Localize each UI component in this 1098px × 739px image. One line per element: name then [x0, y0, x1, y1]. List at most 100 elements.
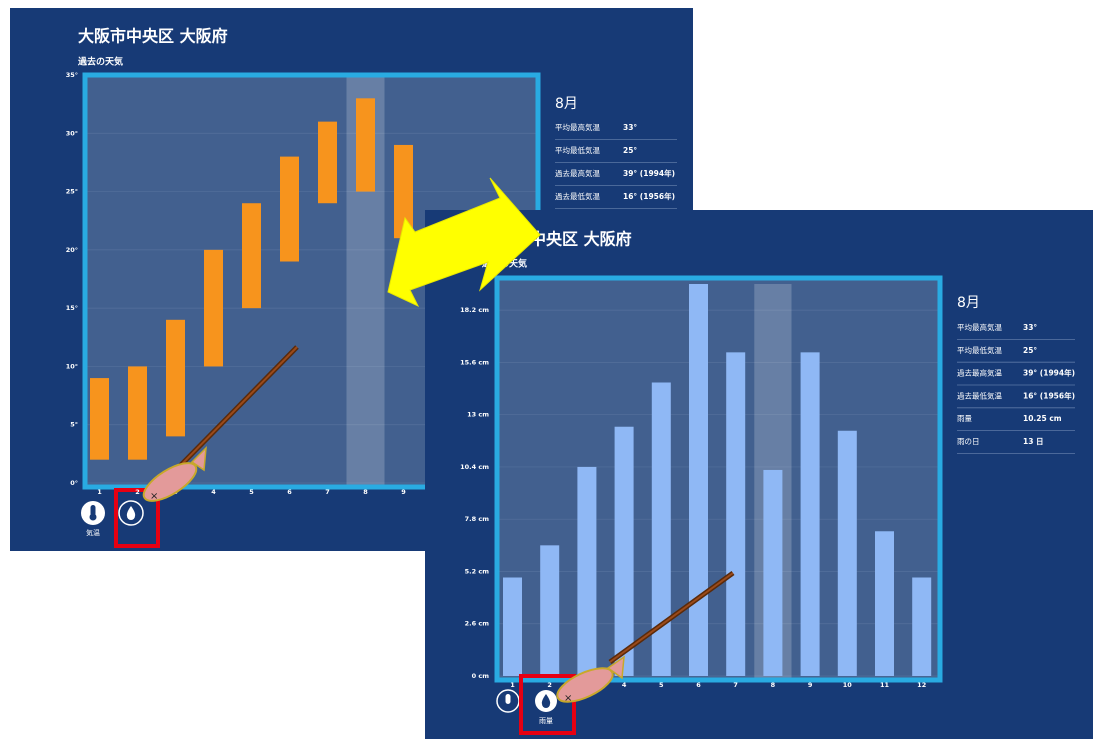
drop-icon [126, 506, 136, 520]
x-tick-label: 7 [733, 681, 738, 689]
subtitle: 過去の天気 [77, 56, 123, 68]
info-value: 10.25 cm [1023, 414, 1062, 423]
chart [85, 74, 538, 487]
fish-eye: × [564, 693, 572, 704]
info-label: 過去最低気温 [957, 390, 1002, 400]
bar [800, 352, 820, 676]
x-tick-label: 4 [211, 488, 216, 496]
x-tick-label: 9 [401, 488, 406, 496]
x-tick-label: 12 [917, 681, 926, 689]
bar [503, 577, 522, 676]
bar [837, 430, 857, 676]
info-value: 16° (1956年) [1023, 390, 1075, 400]
info-label: 平均最低気温 [957, 345, 1002, 355]
y-tick-label: 2.6 cm [465, 620, 490, 628]
info-value: 25° [623, 146, 637, 155]
plot-border [494, 275, 943, 683]
x-tick-label: 11 [880, 681, 890, 689]
info-value: 25° [1023, 346, 1037, 355]
bar [726, 352, 746, 676]
bar [912, 577, 932, 676]
y-tick-label: 0° [70, 479, 78, 487]
y-tick-label: 25° [66, 188, 78, 196]
fish [142, 462, 198, 502]
x-tick-label: 1 [97, 488, 102, 496]
y-tick-label: 10.4 cm [460, 463, 489, 471]
panel-rain: 大阪市中央区 大阪府 過去の天気 8月 平均最高気温33°平均最低気温25°過去… [425, 210, 1093, 739]
range-bar [356, 98, 375, 192]
y-tick-label: 18.2 cm [460, 306, 489, 314]
plot-area [497, 278, 940, 680]
info-month: 8月 [957, 295, 980, 311]
highlight-box [519, 674, 576, 735]
y-tick-label: 35° [66, 71, 78, 79]
y-tick-label: 7.8 cm [465, 515, 490, 523]
stick [609, 572, 734, 663]
drop-icon [541, 694, 551, 708]
x-tick-label: 1 [510, 681, 515, 689]
x-tick-label: 2 [547, 681, 552, 689]
x-tick-label: 2 [135, 488, 140, 496]
info-label: 平均最高気温 [957, 322, 1002, 332]
info-table: 平均最高気温 33° 平均最低気温 25° 過去最高気温 39° (1994年) 過去最低気… [957, 322, 1075, 454]
info-label: 雨の日 [957, 437, 980, 446]
range-bar [204, 249, 223, 367]
y-tick-label: 20° [66, 246, 78, 254]
info-label: 平均最高気温 [555, 122, 600, 132]
chart [497, 284, 940, 680]
y-tick-label: 5° [70, 421, 78, 429]
highlight-box [114, 488, 160, 548]
stick [177, 346, 298, 469]
bar [614, 426, 634, 676]
x-tick-label: 8 [771, 681, 776, 689]
fish-tail [606, 655, 625, 680]
x-tick-label: 10 [843, 681, 853, 689]
info-value: 13 日 [1023, 437, 1044, 446]
info-label: 過去最高気温 [555, 168, 600, 178]
info-label: 平均最低気温 [555, 145, 600, 155]
x-tick-label: 6 [696, 681, 701, 689]
x-tick-label: 5 [249, 488, 254, 496]
thermometer-icon [90, 505, 96, 516]
icon-label: 雨量 [539, 717, 553, 725]
bar [689, 284, 708, 676]
info-label: 過去最高気温 [957, 368, 1002, 378]
title: 大阪市中央区 大阪府 [78, 27, 228, 46]
bar [763, 469, 783, 676]
info-value: 33° [1023, 323, 1037, 332]
info-label: 雨量 [957, 414, 972, 423]
bar [577, 466, 597, 676]
x-tick-label: 4 [622, 681, 627, 689]
y-tick-label: 13 cm [467, 411, 489, 419]
x-tick-label: 7 [325, 488, 330, 496]
fish-tail [190, 446, 207, 472]
y-tick-label: 30° [66, 129, 78, 137]
info-value: 39° (1994年) [623, 168, 675, 178]
range-bar [280, 156, 299, 262]
y-tick-label: 10° [66, 362, 78, 370]
y-tick-label: 15.6 cm [460, 358, 489, 366]
bar [651, 382, 671, 676]
info-table: 平均最高気温 33° 平均最低気温 25° 過去最高気温 39° (1994年) 過去最低気… [555, 122, 677, 209]
info-value: 33° [623, 123, 637, 132]
range-bar [90, 378, 109, 460]
overlay: × × [142, 177, 735, 704]
bar [875, 531, 894, 676]
thermometer-icon [89, 513, 97, 521]
y-tick-label: 5.2 cm [465, 567, 490, 575]
fish [556, 667, 614, 703]
info-value: 39° (1994年) [1023, 368, 1075, 378]
x-tick-label: 6 [287, 488, 292, 496]
info-value: 16° (1956年) [623, 191, 675, 201]
y-tick-label: 15° [66, 304, 78, 312]
rain-button[interactable] [118, 500, 144, 526]
bar [540, 545, 560, 676]
thermometer-icon [505, 694, 511, 704]
x-tick-label: 5 [659, 681, 664, 689]
range-bar [394, 144, 413, 239]
x-tick-label: 8 [363, 488, 368, 496]
double-arrow [387, 177, 541, 308]
x-tick-label: 9 [808, 681, 813, 689]
range-bar [166, 319, 185, 437]
